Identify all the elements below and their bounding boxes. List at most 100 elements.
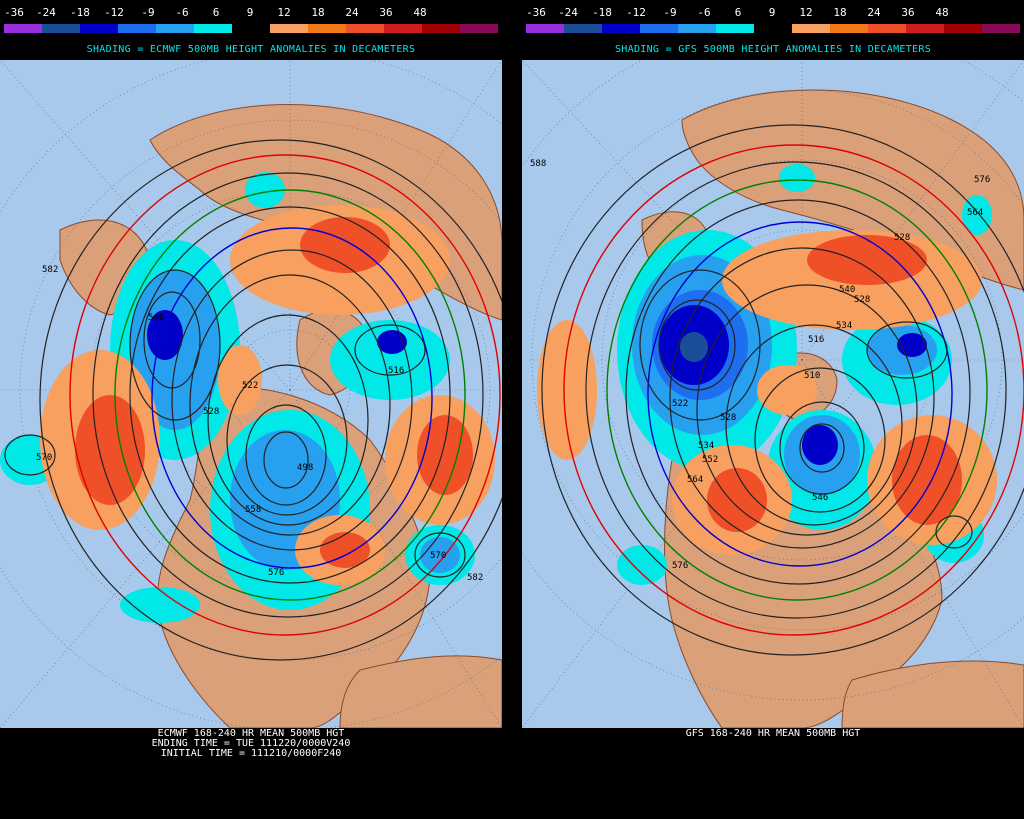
scale-label: -36 [526,6,546,19]
contour-label: 570 [430,551,446,561]
colorbar-swatch [868,24,906,33]
scale-label: -6 [175,6,189,19]
scale-label: -24 [558,6,578,19]
colorbar-swatch [422,24,460,33]
colorbar-swatch [270,24,308,33]
contour-label: 498 [297,463,313,473]
contour-label: 522 [672,399,688,409]
contour-label: 528 [854,295,870,305]
contour-label: 588 [530,159,546,169]
contour-line [866,321,948,379]
scale-label: -12 [104,6,124,19]
contour-label: 528 [894,233,910,243]
caption-line: GFS 168-240 HR MEAN 500MB HGT [685,728,861,739]
scale-label: 36 [379,6,393,19]
contour-line [4,434,56,476]
contour-line-570 [69,154,501,636]
scale-label: -24 [36,6,56,19]
contour-line [189,274,391,536]
contour-label: 546 [148,313,164,323]
scale-label: -6 [697,6,711,19]
scale-label: 9 [768,6,776,19]
contour-label: 528 [203,407,219,417]
anomaly-cyan [779,164,815,192]
ecmwf-map: 582 570 546 528 522 498 516 558 570 576 … [0,60,502,728]
scale-label: -9 [663,6,677,19]
scale-label: -36 [4,6,24,19]
scale-label: 6 [212,6,220,19]
map-title: SHADING = GFS 500MB HEIGHT ANOMALIES IN … [614,44,932,55]
map-caption: GFS 168-240 HR MEAN 500MB HGT [522,729,1024,739]
colorbar-swatch [346,24,384,33]
anomaly-darkblue [802,425,838,465]
colorbar-swatch [982,24,1020,33]
contour-label: 558 [245,505,261,515]
contour-line [263,431,309,489]
anomaly-cyan [962,195,992,235]
gfs-map-svg: 588 576 564 528 528 540 534 516 510 528 … [522,60,1024,728]
anomaly-orange [218,345,262,415]
contour-line [696,284,918,536]
contour-label: 576 [672,561,688,571]
contour-label: 546 [812,493,828,503]
anomaly-red [417,415,473,495]
colorbar-swatch [308,24,346,33]
contour-label: 516 [808,335,824,345]
contour-line [226,364,348,516]
contour-line [207,314,369,526]
contour-label: 510 [804,371,820,381]
anomaly-colorbar [526,24,1020,33]
colorbar-swatch [792,24,830,33]
anomaly-red [892,435,962,525]
scale-label: 48 [935,6,949,19]
south-america-land [339,655,502,728]
contour-label: 564 [687,475,703,485]
contour-line [639,269,761,421]
anomaly-cyan [245,172,285,208]
contour-label: 582 [42,265,58,275]
scale-label: -18 [592,6,612,19]
height-contours [4,139,502,661]
contour-line [414,532,466,578]
anomaly-orange [757,365,817,415]
scale-label: 18 [311,6,325,19]
colorbar-swatch [640,24,678,33]
contour-label: 540 [839,285,855,295]
scale-label: 36 [901,6,915,19]
colorbar-swatch [564,24,602,33]
anomaly-red [300,217,390,273]
contour-line [754,367,886,513]
contour-line-552 [606,179,988,601]
colorbar-swatch [944,24,982,33]
contour-label: 582 [467,573,483,583]
contour-label: 564 [967,208,983,218]
colorbar-swatch [194,24,232,33]
anomaly-scale-labels: -36 -24 -18 -12 -9 -6 6 9 12 18 24 36 48 [0,6,502,20]
scale-label: 48 [413,6,427,19]
scale-label: 12 [277,6,291,19]
anomaly-cyan [617,545,667,585]
contour-line [779,401,865,495]
panel-divider [502,0,522,819]
colorbar-swatch [42,24,80,33]
colorbar-swatch [460,24,498,33]
contour-labels: 582 570 546 528 522 498 516 558 570 576 … [36,265,483,583]
scale-label: -9 [141,6,155,19]
contour-line [541,124,1024,656]
anomaly-darkblue [147,310,183,360]
colorbar-swatch [754,24,792,33]
colorbar-swatch [678,24,716,33]
contour-label: 528 [720,413,736,423]
contour-line [129,269,221,421]
contour-label: 516 [388,366,404,376]
gfs-panel: -36 -24 -18 -12 -9 -6 6 9 12 18 24 36 48… [522,0,1024,819]
contour-line [625,199,971,585]
anomaly-scale-labels: -36 -24 -18 -12 -9 -6 6 9 12 18 24 36 48 [522,6,1024,20]
contour-line [658,299,736,391]
scale-label: 6 [734,6,742,19]
map-caption: ECMWF 168-240 HR MEAN 500MB HGT ENDING T… [0,729,502,759]
scale-label: -18 [70,6,90,19]
colorbar-swatch [526,24,564,33]
caption-line: INITIAL TIME = 111210/0000F240 [160,748,342,759]
height-contours [541,124,1024,656]
